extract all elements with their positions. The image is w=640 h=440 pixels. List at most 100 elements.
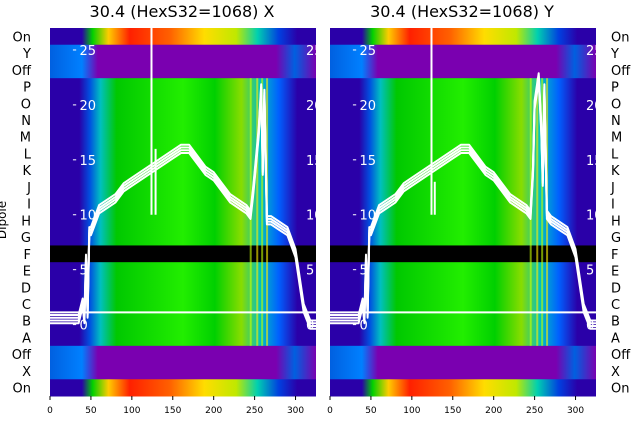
row-label-right: I — [611, 198, 615, 213]
heatmap-row-on — [50, 28, 316, 46]
heatmap-row-y — [50, 44, 316, 62]
heatmap-row-e — [50, 262, 316, 280]
row-label-right: L — [611, 147, 619, 162]
inner-y-tick-label: 0 — [359, 319, 367, 334]
heatmap-row-off — [330, 61, 596, 79]
heatmap-row-x — [330, 362, 596, 380]
row-label-left: F — [24, 248, 31, 263]
row-label-left: N — [21, 114, 31, 129]
inner-y-tick-label: 5 — [79, 264, 87, 279]
heatmap-row-p — [50, 78, 316, 96]
x-tick-label: 200 — [485, 406, 502, 416]
heatmap-row-off — [50, 61, 316, 79]
highlight-stripe — [541, 78, 544, 346]
row-label-left: J — [26, 181, 31, 196]
heatmap-row-b — [50, 312, 316, 330]
row-label-left: D — [21, 281, 31, 296]
x-tick-label: 0 — [327, 406, 333, 416]
heatmap-row-a — [50, 329, 316, 347]
inner-y-tick-label: 10 — [79, 209, 96, 224]
heatmap-row-n — [330, 111, 596, 129]
heatmap-row-on — [330, 379, 596, 397]
inner-y-tick-label-right: 10 — [586, 209, 603, 224]
row-label-right: Off — [611, 348, 631, 363]
x-tick-label: 0 — [47, 406, 53, 416]
row-label-left: Off — [12, 64, 32, 79]
heatmap-row-n — [50, 111, 316, 129]
inner-y-tick-label-right: 20 — [306, 99, 323, 114]
row-label-right: D — [611, 281, 621, 296]
inner-y-tick-label: 20 — [79, 99, 96, 114]
inner-y-tick-label-right: 10 — [306, 209, 323, 224]
inner-y-tick-label: 0 — [79, 319, 87, 334]
row-label-right: E — [611, 265, 619, 280]
x-tick-label: 300 — [567, 406, 584, 416]
row-label-right: J — [610, 181, 615, 196]
heatmap-row-b — [330, 312, 596, 330]
inner-y-tick-label-right: 15 — [586, 154, 603, 169]
inner-y-tick-label: 15 — [79, 154, 96, 169]
heatmap-row-f — [50, 245, 316, 263]
trace-line — [330, 77, 596, 327]
heatmap-row-e — [330, 262, 596, 280]
y-axis-label: Dipole — [0, 201, 9, 239]
row-label-left: On — [13, 382, 31, 397]
highlight-stripe — [536, 78, 539, 346]
trace-line — [330, 72, 596, 322]
inner-y-tick-label: 20 — [359, 99, 376, 114]
row-label-right: M — [611, 131, 622, 146]
inner-y-tick-label: 5 — [359, 264, 367, 279]
heatmap-row-o — [50, 94, 316, 113]
inner-y-tick-label-right: 20 — [586, 99, 603, 114]
inner-y-tick-label-right: 15 — [306, 154, 323, 169]
row-label-right: N — [611, 114, 621, 129]
x-tick-label: 200 — [205, 406, 222, 416]
row-label-right: C — [611, 298, 620, 313]
heatmap-row-o — [330, 94, 596, 113]
trace-line — [50, 86, 316, 325]
heatmap-row-on — [330, 28, 596, 46]
row-label-right: B — [611, 315, 620, 330]
heatmap-row-x — [50, 362, 316, 380]
row-label-left: I — [27, 198, 31, 213]
x-tick-label: 50 — [365, 406, 377, 416]
row-label-left: Y — [22, 47, 31, 62]
row-label-right: Off — [611, 64, 631, 79]
row-label-left: B — [22, 315, 31, 330]
heatmap-row-m — [50, 128, 316, 146]
heatmap-row-j — [50, 178, 316, 196]
trace-line — [50, 83, 316, 322]
row-label-right: X — [611, 365, 620, 380]
heatmap-row-off — [330, 345, 596, 364]
x-tick-label: 50 — [85, 406, 97, 416]
row-label-right: H — [611, 214, 621, 229]
row-label-left: C — [22, 298, 31, 313]
heatmap-row-k — [330, 161, 596, 180]
panel-title-y: 30.4 (HexS32=1068) Y — [370, 2, 554, 21]
x-tick-label: 150 — [164, 406, 181, 416]
row-label-right: F — [611, 248, 618, 263]
row-label-left: G — [21, 231, 31, 246]
row-label-left: A — [22, 331, 31, 346]
row-label-left: L — [24, 147, 32, 162]
inner-y-tick-label: 25 — [79, 44, 96, 59]
row-label-right: G — [611, 231, 621, 246]
heatmap-row-d — [330, 278, 596, 297]
row-label-left: M — [20, 131, 31, 146]
trace-line — [330, 75, 596, 325]
inner-y-tick-label-right: 25 — [306, 44, 323, 59]
heatmap-row-y — [330, 44, 596, 62]
heatmap-row-f — [330, 245, 596, 263]
trace-line — [50, 91, 316, 330]
row-label-left: On — [13, 30, 31, 45]
row-label-right: On — [611, 382, 629, 397]
trace-line — [50, 88, 316, 327]
heatmap-row-c — [330, 295, 596, 313]
row-label-left: O — [21, 97, 31, 112]
inner-y-tick-label: 10 — [359, 209, 376, 224]
inner-y-tick-label-right: 25 — [586, 44, 603, 59]
